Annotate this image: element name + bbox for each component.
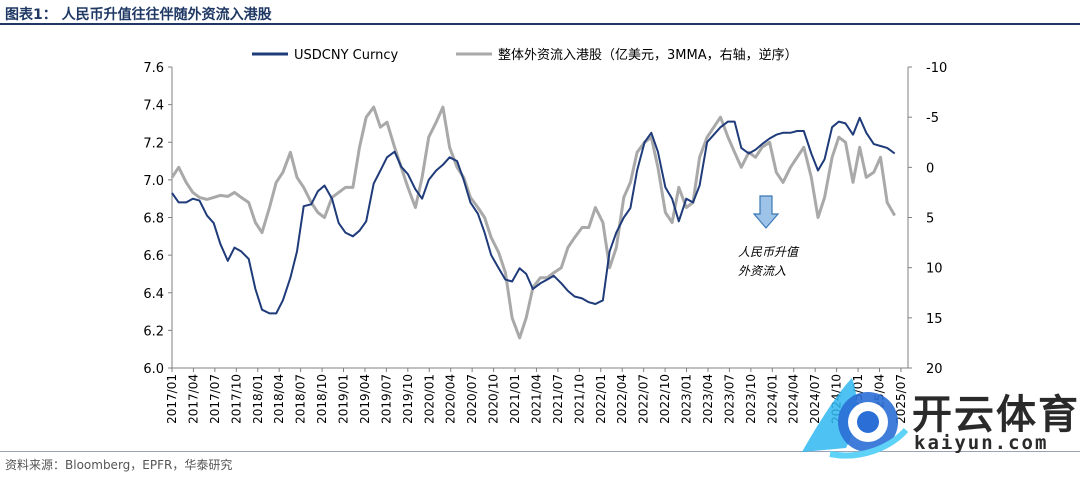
x-tick-label: 2019/07 xyxy=(379,374,393,424)
x-tick-label: 2022/10 xyxy=(658,374,672,424)
x-tick-label: 2017/10 xyxy=(229,374,243,424)
y-left-tick-label: 6.4 xyxy=(143,287,164,302)
x-tick-label: 2017/04 xyxy=(186,374,200,424)
chart: 7.6 7.4 7.2 7.0 6.8 6.6 6.4 6.2 6.0 -10 -5 0 5 10 15 20… xyxy=(143,47,947,424)
x-tick-label: 2021/07 xyxy=(551,374,565,424)
chart-axes: 7.6 7.4 7.2 7.0 6.8 6.6 6.4 6.2 6.0 -10 -5 0 5 10 15 20… xyxy=(143,61,947,424)
kaiyun-logo-icon xyxy=(802,378,909,459)
x-tick-label: 2020/07 xyxy=(465,374,479,424)
x-tick-label: 2018/07 xyxy=(294,374,308,424)
y-right-tick-label: 15 xyxy=(926,312,943,327)
y-right-tick-label: 10 xyxy=(926,262,943,277)
series-line-usdcny xyxy=(171,116,896,315)
x-tick-label: 2024/07 xyxy=(808,374,822,424)
x-tick-label: 2018/04 xyxy=(272,374,286,424)
x-tick-label: 2023/10 xyxy=(744,374,758,424)
series-usdcny xyxy=(171,116,896,315)
legend: USDCNY Curncy 整体外资流入港股（亿美元，3MMA，右轴，逆序） xyxy=(252,47,798,63)
x-tick-label: 2023/01 xyxy=(680,374,694,424)
annotation-line-2: 外资流入 xyxy=(738,264,786,278)
y-left-tick-label: 7.2 xyxy=(143,136,164,151)
x-tick-label: 2023/07 xyxy=(722,374,736,424)
y-right-tick-label: -5 xyxy=(926,111,939,126)
y-right-tick-label: 20 xyxy=(926,362,943,377)
y-left-tick-label: 6.0 xyxy=(143,362,164,377)
x-tick-label: 2018/10 xyxy=(315,374,329,424)
x-tick-label: 2017/07 xyxy=(208,374,222,424)
x-tick-label: 2020/01 xyxy=(422,374,436,424)
y-right-tick-label: -10 xyxy=(926,61,947,76)
x-tick-label: 2022/01 xyxy=(594,374,608,424)
watermark-text-en: kaiyun.com xyxy=(914,432,1049,454)
y-left-tick-label: 7.0 xyxy=(143,174,164,189)
y-right-tick-label: 5 xyxy=(926,212,934,227)
x-tick-label: 2017/01 xyxy=(165,374,179,424)
y-left-tick-label: 7.6 xyxy=(143,61,164,76)
x-tick-label: 2022/07 xyxy=(637,374,651,424)
x-tick-label: 2025/07 xyxy=(894,374,908,424)
annotation-line-1: 人民币升值 xyxy=(738,245,800,259)
down-arrow-icon xyxy=(752,195,780,229)
y-left-tick-label: 6.8 xyxy=(143,212,164,227)
watermark-text-cn: 开云体育 xyxy=(912,392,1080,438)
y-right-tick-label: 0 xyxy=(926,161,934,176)
x-tick-label: 2019/01 xyxy=(337,374,351,424)
x-tick-label: 2021/01 xyxy=(508,374,522,424)
x-tick-label: 2022/04 xyxy=(615,374,629,424)
figure-title: 图表1： 人民币升值往往伴随外资流入港股 xyxy=(5,7,272,23)
annotation: 人民币升值 外资流入 xyxy=(738,195,800,278)
x-tick-label: 2019/10 xyxy=(401,374,415,424)
watermark-logo xyxy=(802,378,909,459)
y-left-tick-label: 6.2 xyxy=(143,324,164,339)
y-left-tick-label: 6.6 xyxy=(143,249,164,264)
y-left-tick-label: 7.4 xyxy=(143,99,164,114)
x-tick-label: 2019/04 xyxy=(358,374,372,424)
title-divider xyxy=(0,23,1080,25)
source-note: 资料来源：Bloomberg，EPFR，华泰研究 xyxy=(5,458,233,472)
x-tick-label: 2018/01 xyxy=(251,374,265,424)
x-tick-label: 2021/04 xyxy=(529,374,543,424)
x-tick-label: 2024/01 xyxy=(765,374,779,424)
x-tick-label: 2020/10 xyxy=(487,374,501,424)
source-divider xyxy=(0,451,1080,452)
x-tick-label: 2020/04 xyxy=(444,374,458,424)
legend-label-usdcny: USDCNY Curncy xyxy=(294,48,398,63)
x-tick-label: 2023/04 xyxy=(701,374,715,424)
x-tick-label: 2024/04 xyxy=(787,374,801,424)
x-tick-label: 2021/10 xyxy=(572,374,586,424)
legend-label-flows: 整体外资流入港股（亿美元，3MMA，右轴，逆序） xyxy=(498,47,798,63)
